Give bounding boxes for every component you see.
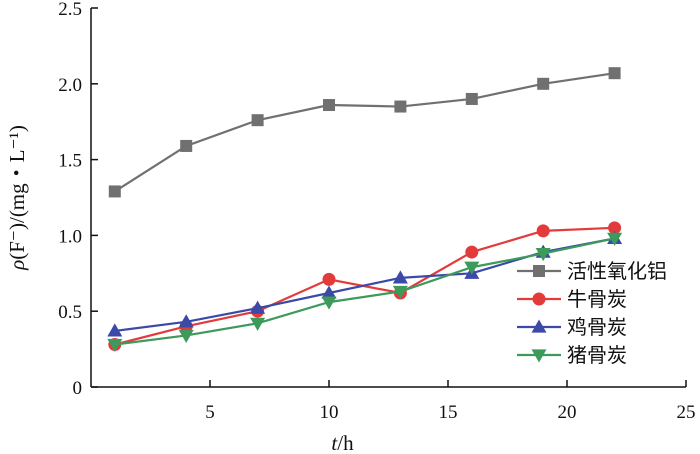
data-point: [392, 270, 408, 284]
y-tick-label: 2.5: [58, 0, 82, 20]
legend-item: 猪骨炭: [517, 343, 627, 367]
data-point: [536, 224, 550, 238]
legend-item: 活性氧化铝: [517, 259, 667, 283]
series-4: [107, 232, 623, 353]
data-point: [465, 92, 478, 105]
y-tick-label: 1.5: [58, 151, 82, 172]
legend-marker: [531, 349, 547, 363]
legend-label: 牛骨炭: [567, 287, 627, 311]
x-tick-label: 5: [205, 402, 215, 423]
data-point: [321, 296, 337, 310]
data-point: [537, 77, 550, 90]
data-point: [607, 232, 623, 246]
data-point: [178, 314, 194, 328]
data-point: [394, 100, 407, 113]
x-tick-label: 20: [558, 402, 577, 423]
legend-label: 活性氧化铝: [567, 259, 667, 283]
y-tick-label: 2.0: [58, 75, 82, 96]
legend-marker: [533, 265, 545, 277]
x-tick-label: 10: [320, 402, 339, 423]
x-axis-label: t/h: [331, 431, 354, 454]
data-point: [608, 221, 622, 235]
legend-item: 鸡骨炭: [517, 315, 627, 339]
data-point: [250, 317, 266, 331]
data-point: [321, 285, 337, 299]
series-3: [107, 230, 623, 337]
data-point: [178, 329, 194, 343]
series-1: [108, 67, 621, 198]
axes: 0 0.5 1.0 1.5 2.0 2.5 5 10 15 20 25: [58, 0, 695, 423]
data-point: [107, 323, 123, 337]
data-point: [107, 338, 123, 353]
legend-marker: [532, 292, 546, 306]
legend-label: 鸡骨炭: [567, 315, 627, 339]
x-tick-label: 25: [677, 402, 696, 423]
legend-label: 猪骨炭: [567, 343, 627, 367]
data-point: [180, 139, 193, 152]
y-axis-label: ρ(F⁻)/(mg・L⁻¹): [5, 125, 29, 271]
y-tick-label: 0.5: [58, 302, 82, 323]
data-point: [251, 114, 264, 127]
data-point: [392, 285, 408, 299]
x-tick-label: 15: [439, 402, 458, 423]
legend-marker: [531, 319, 547, 333]
data-point: [608, 67, 621, 80]
legend-item: 牛骨炭: [517, 287, 627, 311]
series-group: [107, 67, 623, 353]
data-point: [250, 300, 266, 314]
data-point: [322, 272, 336, 286]
series-line: [114, 72, 615, 193]
data-point: [535, 247, 551, 262]
data-point: [323, 99, 335, 112]
series-line: [114, 237, 615, 346]
y-tick-label: 1.0: [58, 226, 82, 247]
y-tick-label: 0: [73, 378, 83, 399]
data-point: [465, 245, 479, 259]
data-point: [464, 261, 480, 275]
data-point: [108, 185, 121, 198]
